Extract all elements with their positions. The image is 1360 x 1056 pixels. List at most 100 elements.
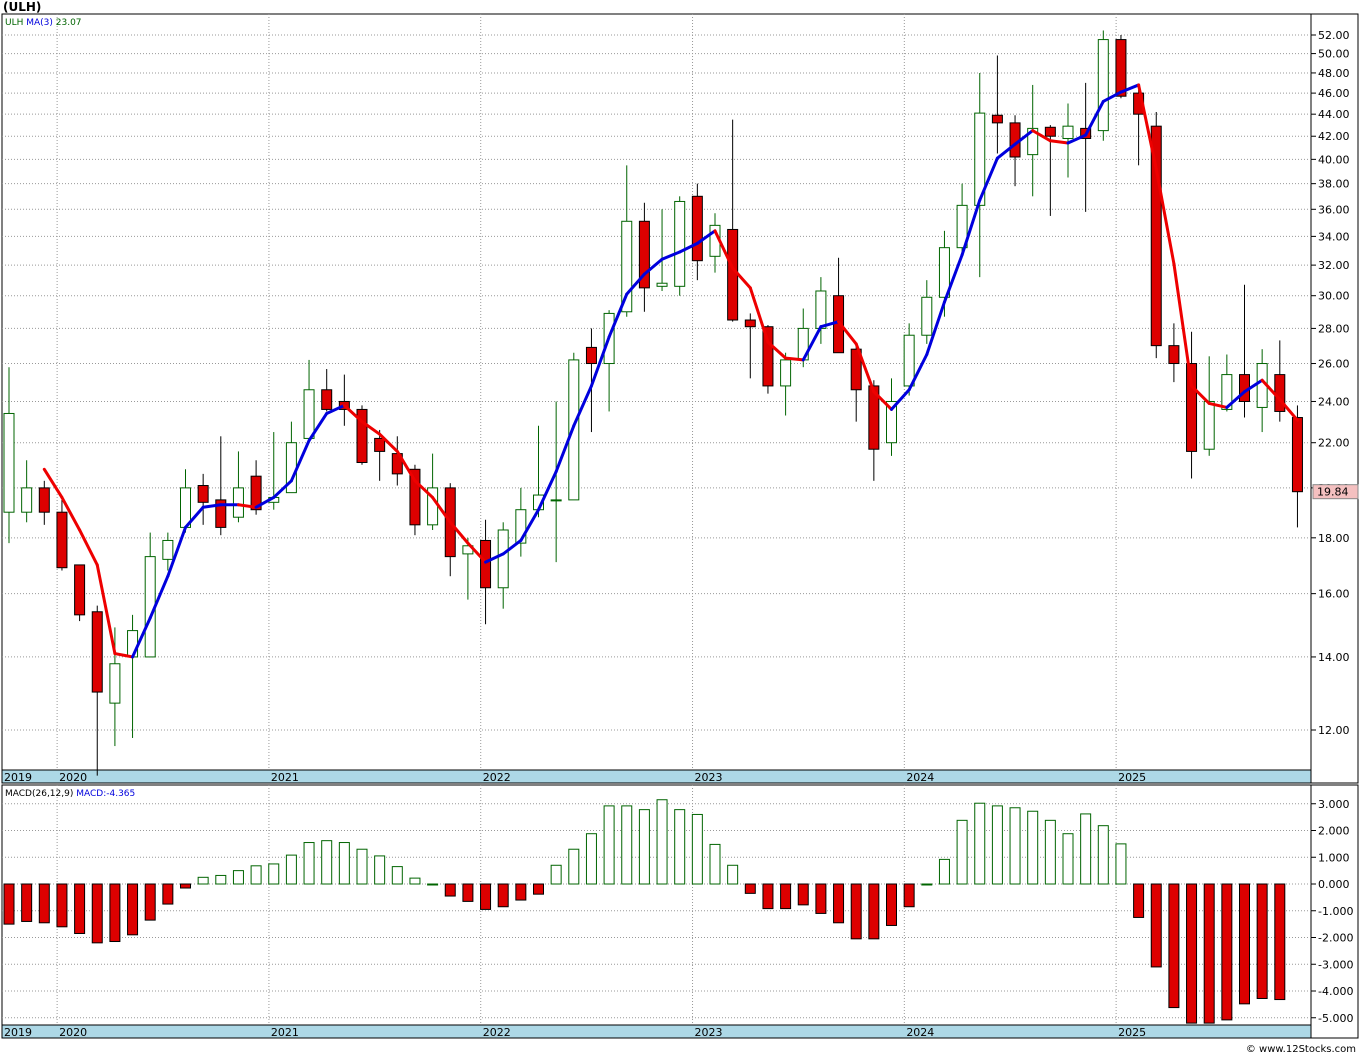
ma3-segment	[819, 320, 841, 329]
candle-body	[1168, 345, 1180, 365]
ma3-segment	[695, 229, 717, 245]
ma3-segment	[748, 286, 770, 344]
macd-bar	[850, 883, 862, 940]
macd-bar	[533, 883, 544, 895]
macd-bar	[1274, 883, 1286, 1001]
candle-body	[127, 630, 139, 658]
macd-bar	[109, 883, 121, 943]
macd-bar	[162, 883, 174, 905]
ma3-segment	[766, 340, 788, 360]
ma3-segment	[131, 616, 152, 659]
macd-bar	[585, 833, 597, 885]
candle-body	[480, 539, 492, 589]
candle-body	[886, 400, 897, 444]
price-tick-label: 34.00	[1318, 230, 1350, 243]
ma3-segment	[166, 525, 187, 578]
candle-body	[1044, 126, 1056, 137]
ma3-segment	[854, 342, 876, 394]
price-tick-label: 52.00	[1318, 29, 1350, 42]
macd-bar	[74, 883, 86, 934]
candle-body	[515, 509, 527, 544]
candle-body	[232, 487, 244, 518]
legend-ma-label: MA(3)	[26, 18, 56, 28]
macd-bar	[550, 864, 562, 885]
macd-bar	[268, 863, 280, 885]
macd-tick-label: 1.000	[1318, 851, 1350, 864]
macd-bar	[956, 819, 968, 885]
macd-bar	[1062, 833, 1074, 885]
macd-bar	[321, 840, 333, 885]
macd-bar	[603, 805, 615, 885]
candle-body	[850, 348, 862, 391]
ma3-segment	[1243, 378, 1264, 394]
ma3-segment	[713, 229, 735, 270]
macd-bar	[21, 883, 33, 922]
candle-body	[162, 539, 174, 560]
macd-bar	[815, 883, 827, 914]
macd-date-label: 2023	[695, 1026, 723, 1039]
legend-ma-value: 23.07	[56, 18, 82, 28]
candle-body	[674, 200, 686, 287]
candle-body	[815, 290, 827, 329]
macd-bar	[1115, 843, 1127, 885]
ma3-segment	[731, 266, 752, 290]
ma3-segment	[1048, 139, 1070, 145]
price-tick-label: 28.00	[1318, 322, 1350, 335]
ma3-segment	[342, 403, 364, 424]
ma3-segment	[678, 241, 699, 254]
ma3-segment	[1084, 99, 1105, 137]
ma3-segment	[925, 300, 946, 357]
ma3-segment	[60, 495, 82, 532]
candle-body	[38, 487, 50, 513]
macd-bar	[674, 809, 686, 885]
macd-y-axis	[1310, 784, 1359, 1039]
ma3-segment	[431, 495, 452, 524]
ma3-segment	[1101, 90, 1123, 103]
macd-bar	[621, 805, 633, 885]
macd-bar	[886, 883, 897, 926]
candle-body	[550, 499, 562, 502]
macd-bar	[744, 883, 756, 894]
last-price-label: 19.84	[1317, 486, 1349, 499]
macd-bar	[1221, 883, 1233, 1021]
ma3-segment	[625, 272, 646, 296]
macd-bar	[1239, 883, 1250, 1005]
ma3-segment	[113, 652, 135, 659]
price-tick-label: 44.00	[1318, 108, 1350, 121]
ma3-segment	[642, 257, 664, 276]
macd-bar	[1027, 810, 1039, 885]
macd-tick-label: -1.000	[1318, 905, 1353, 918]
candle-body	[374, 437, 386, 452]
ma3-segment	[378, 432, 399, 453]
ma3-segment	[607, 292, 629, 339]
price-date-label: 2020	[59, 771, 87, 784]
candle-body	[903, 334, 915, 387]
macd-bar	[180, 883, 191, 889]
macd-bar	[780, 883, 792, 910]
price-panel-frame	[1, 13, 1312, 771]
ma3-segment	[837, 320, 858, 346]
macd-bar	[497, 883, 509, 908]
ma3-segment	[907, 353, 929, 392]
price-tick-label: 14.00	[1318, 651, 1350, 664]
ma3-segment	[395, 449, 417, 483]
price-date-axis	[1, 769, 1312, 784]
macd-bar	[1080, 813, 1092, 885]
ma3-segment	[995, 142, 1017, 160]
ma3-segment	[184, 505, 205, 529]
candle-body	[1186, 363, 1198, 452]
macd-bar	[568, 848, 580, 885]
macd-tick-label: -4.000	[1318, 985, 1353, 998]
macd-tick-label: -5.000	[1318, 1012, 1353, 1025]
price-date-label: 2023	[695, 771, 723, 784]
candle-body	[497, 529, 509, 589]
ma3-segment	[148, 574, 170, 620]
candle-body	[1115, 39, 1127, 97]
macd-bar	[1256, 883, 1268, 999]
ma3-segment	[307, 411, 329, 443]
ma3-segment	[501, 538, 523, 556]
macd-bar	[638, 809, 650, 885]
ma3-segment	[960, 198, 982, 257]
ma3-segment	[1225, 390, 1246, 409]
